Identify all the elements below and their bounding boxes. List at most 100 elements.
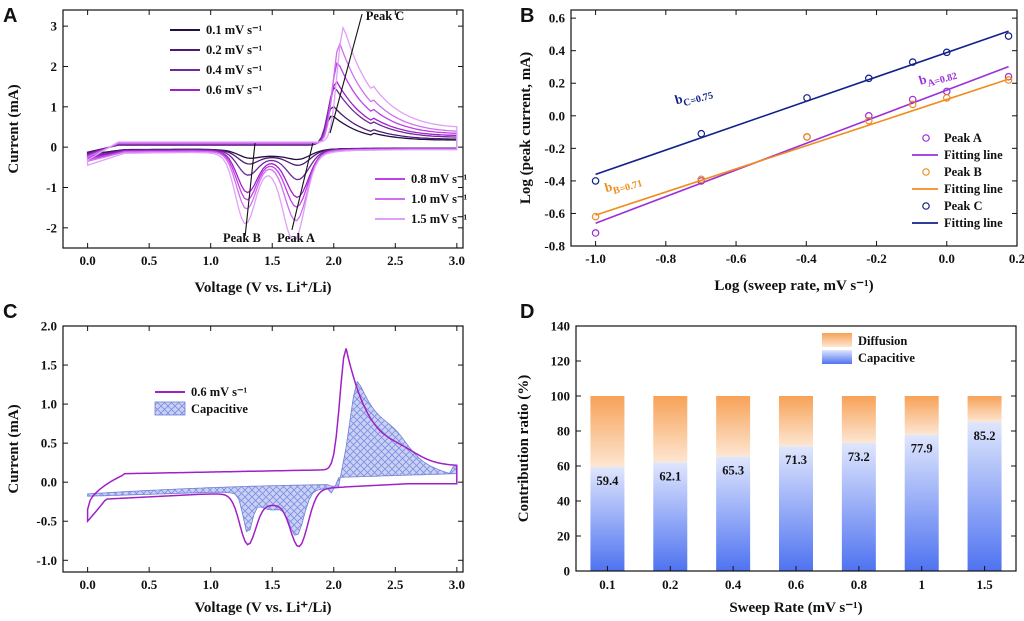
- a-xtick-label: 1.0: [203, 253, 219, 268]
- point-peak-c: [908, 58, 917, 66]
- b-y-axis-label: Log (peak current, mA): [518, 52, 534, 204]
- point-peak-c: [1004, 32, 1013, 40]
- point-peak-c: [591, 177, 600, 185]
- bar-diffusion: [779, 396, 813, 447]
- d-ytick-label: 60: [557, 459, 570, 474]
- legend-label-fit-1: Fitting line: [944, 182, 1003, 196]
- bar-value-label: 77.9: [911, 442, 933, 456]
- bar-value-label: 71.3: [785, 453, 807, 467]
- bar-capacitive: [967, 421, 1002, 571]
- legend-label-fit-2: Fitting line: [944, 216, 1003, 230]
- c-xtick-label: 3.0: [449, 577, 465, 592]
- fit-line-peak-a: [595, 65, 1009, 224]
- b-xtick-label: -0.6: [726, 251, 747, 266]
- legend-label-peak-2: Peak C: [944, 199, 983, 213]
- c-xtick-label: 0.0: [79, 577, 95, 592]
- point-peak-a: [865, 111, 873, 120]
- bar-diffusion: [967, 396, 1002, 422]
- bar-value-label: 59.4: [596, 474, 619, 488]
- b-ytick-label: 0.2: [549, 76, 565, 91]
- point-peak-a: [908, 95, 917, 104]
- d-ytick-label: 100: [551, 389, 571, 404]
- b-xtick-label: -1.0: [585, 251, 606, 266]
- b-ytick-label: -0.8: [544, 239, 565, 254]
- c-ytick-label: 1.5: [41, 358, 58, 373]
- d-ytick-label: 40: [557, 494, 570, 509]
- b-xtick-label: 0.2: [1009, 251, 1024, 266]
- d-ytick-label: 80: [557, 424, 570, 439]
- legend-label-peak-1: Peak B: [944, 165, 982, 179]
- legend-label-6: 1.5 mV s⁻¹: [411, 212, 468, 226]
- fit-line-peak-b: [595, 78, 1009, 216]
- panel-d: 59.4 0.1 62.1 0.2 65.3 0.4 71.3 0.6 73.2 0.8 77.9 1…: [516, 301, 1017, 616]
- b-ytick-label: 0.6: [549, 11, 566, 26]
- peak-c-label: Peak C: [366, 9, 405, 23]
- a-xtick-label: 2.5: [387, 253, 404, 268]
- point-peak-b: [1004, 76, 1013, 84]
- d-y-axis-label: Contribution ratio (%): [516, 375, 532, 523]
- panel-a: Peak C Peak B Peak A 0.1 mV s⁻¹ 0.2 mV s⁻¹ 0.…: [3, 5, 468, 296]
- a-ytick-label: -2: [46, 220, 57, 235]
- point-peak-b: [865, 116, 873, 125]
- point-peak-c: [803, 94, 811, 102]
- cv-curve-4: [86, 62, 458, 208]
- d-xtick-label: 0.4: [725, 577, 742, 592]
- b-xtick-label: -0.8: [656, 251, 677, 266]
- bar-value-label: 62.1: [659, 469, 681, 483]
- legend-marker-2: [922, 202, 930, 210]
- c-ytick-label: -1.0: [36, 553, 57, 568]
- c-ytick-label: -0.5: [36, 514, 57, 529]
- cv-curve-0.6: [86, 348, 458, 548]
- point-peak-b: [591, 212, 600, 221]
- c-legend-label-cv: 0.6 mV s⁻¹: [191, 385, 248, 399]
- d-axes-frame: [575, 325, 1017, 572]
- d-xtick-label: 0.6: [788, 577, 805, 592]
- a-axes-frame: [62, 9, 464, 249]
- c-xtick-label: 2.0: [326, 577, 342, 592]
- b-ytick-label: 0.4: [549, 43, 566, 58]
- legend-label-1: 0.2 mV s⁻¹: [206, 43, 263, 57]
- d-legend-label-capacitive: Capacitive: [858, 351, 915, 365]
- d-xtick-label: 0.8: [851, 577, 868, 592]
- c-ytick-label: 0.5: [41, 436, 58, 451]
- c-ytick-label: 1.0: [41, 397, 57, 412]
- slope-label-peak-b: bB=0.71: [603, 171, 644, 199]
- bar-diffusion: [653, 396, 688, 463]
- d-xtick-label: 0.1: [599, 577, 615, 592]
- b-ytick-label: -0.2: [544, 141, 565, 156]
- d-legend-label-diffusion: Diffusion: [858, 334, 907, 348]
- d-xtick-label: 1.5: [976, 577, 993, 592]
- peak-a-label: Peak A: [277, 231, 315, 245]
- c-ytick-label: 0.0: [41, 475, 57, 490]
- point-peak-b: [803, 133, 811, 141]
- d-ytick-label: 20: [557, 529, 570, 544]
- d-ytick-label: 0: [564, 564, 571, 579]
- panel-label-a: A: [3, 5, 17, 27]
- point-peak-c: [865, 74, 873, 83]
- legend-label-0: 0.1 mV s⁻¹: [206, 23, 263, 37]
- bar-capacitive: [590, 467, 625, 571]
- b-xtick-label: -0.4: [796, 251, 817, 266]
- bar-value-label: 73.2: [848, 450, 870, 464]
- peak-c-guide-line: [329, 13, 363, 134]
- bar-value-label: 85.2: [974, 429, 996, 443]
- d-ytick-label: 120: [551, 354, 571, 369]
- bar-capacitive: [716, 456, 751, 571]
- point-peak-c: [697, 129, 706, 138]
- b-ytick-label: 0.0: [549, 108, 565, 123]
- capacitive-area: [87, 380, 458, 536]
- slope-label-peak-c: bC=0.75: [673, 82, 714, 111]
- d-x-axis-label: Sweep Rate (mV s⁻¹): [729, 600, 862, 616]
- a-ytick-label: 3: [51, 19, 58, 34]
- panel-c: 0.6 mV s⁻¹ Capacitive 0.0 0.5 1.0 1.5 2.0 2.5 3.…: [3, 301, 465, 616]
- c-legend-label-cap: Capacitive: [191, 402, 248, 416]
- point-peak-b: [908, 100, 917, 109]
- d-legend-swatch-diffusion: [822, 333, 852, 347]
- panel-label-b: B: [520, 5, 534, 27]
- a-xtick-label: 0.5: [141, 253, 158, 268]
- legend-label-fit-0: Fitting line: [944, 148, 1003, 162]
- legend-label-4: 0.8 mV s⁻¹: [411, 172, 468, 186]
- legend-marker-0: [922, 134, 930, 142]
- c-legend-swatch: [154, 401, 186, 416]
- a-ytick-label: 0: [51, 140, 58, 155]
